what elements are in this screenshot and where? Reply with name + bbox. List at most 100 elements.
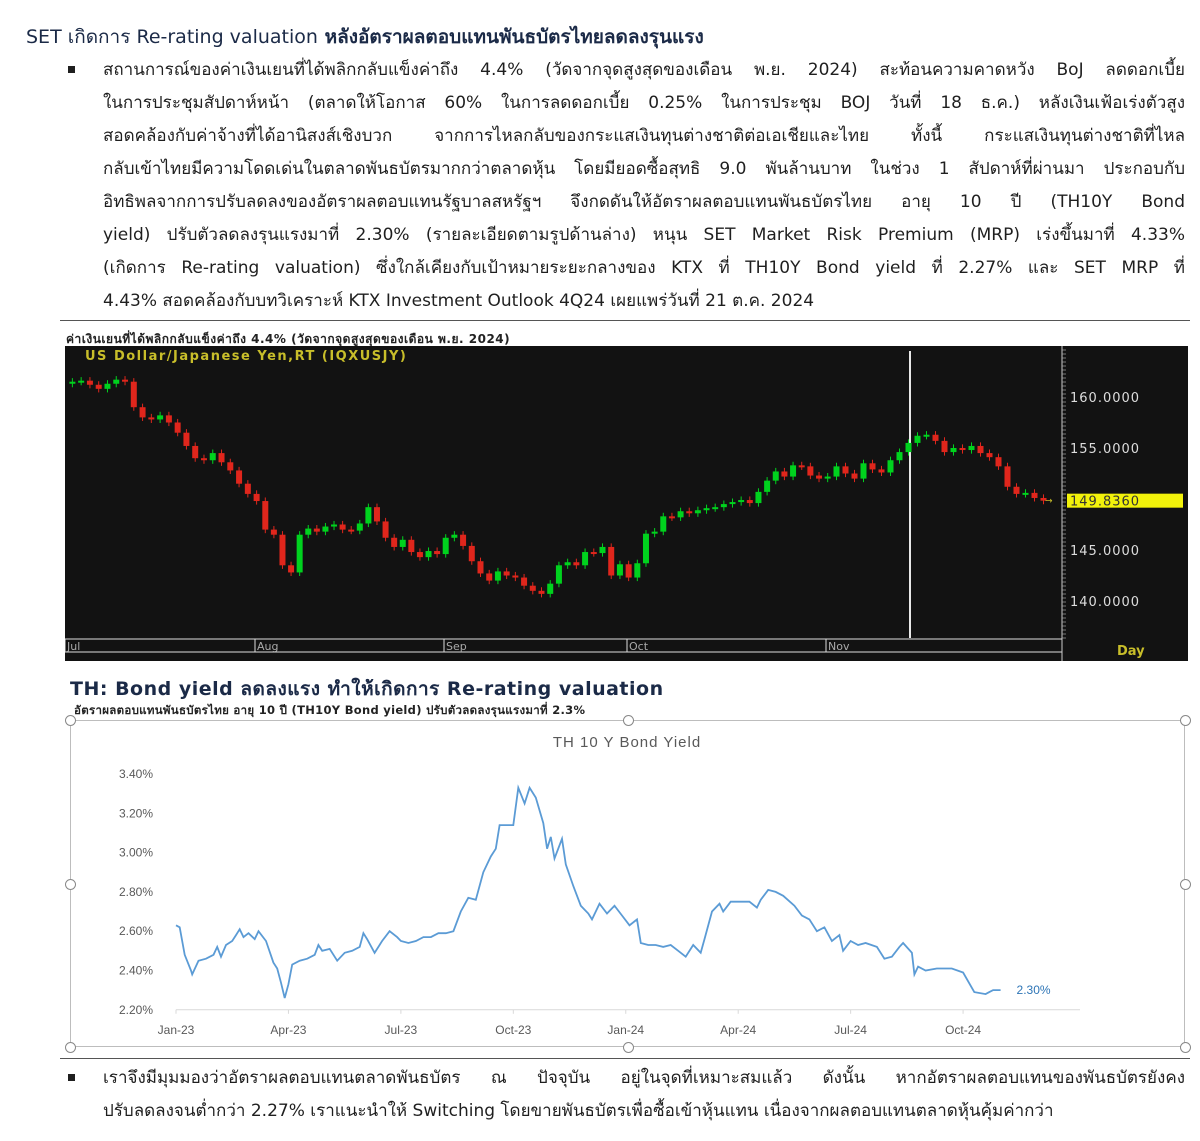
paragraph-line: อิทธิพลจากการปรับลดลงของอัตราผลตอบแทนรัฐ… xyxy=(103,192,1185,212)
y-tick-label: 2.60% xyxy=(119,924,153,938)
y-tick-label: 145.0000 xyxy=(1070,544,1140,559)
candle-body xyxy=(798,465,805,468)
candle-body xyxy=(227,462,234,471)
candle-body xyxy=(183,432,190,446)
paragraph-line: 4.43% สอดคล้องกับบทวิเคราะห์ KTX Investm… xyxy=(103,291,815,311)
candle-body xyxy=(677,511,684,518)
candle-body xyxy=(296,534,303,573)
y-tick-label: 2.20% xyxy=(119,1003,153,1017)
y-tick-label: 155.0000 xyxy=(1070,442,1140,457)
candle-body xyxy=(564,562,571,566)
candle-body xyxy=(851,473,858,479)
candle-body xyxy=(408,539,415,553)
candle-body xyxy=(995,457,1002,467)
resize-handle[interactable] xyxy=(1180,1042,1191,1053)
candle-body xyxy=(416,552,423,558)
candle-body xyxy=(651,531,658,534)
x-tick-label: Jan-24 xyxy=(607,1023,644,1037)
candle-body xyxy=(322,526,329,532)
candle-body xyxy=(253,493,260,502)
candle-body xyxy=(1031,492,1038,498)
resize-handle[interactable] xyxy=(1180,879,1191,890)
candle-body xyxy=(339,524,346,530)
candle-body xyxy=(165,415,172,423)
candle-body xyxy=(608,546,615,576)
candle-body xyxy=(977,445,984,454)
resize-handle[interactable] xyxy=(623,715,634,726)
candle-body xyxy=(573,562,580,566)
candle-body xyxy=(78,380,85,383)
divider xyxy=(60,1058,1190,1059)
x-tick-label: Aug xyxy=(257,640,278,653)
resize-handle[interactable] xyxy=(1180,715,1191,726)
candle-body xyxy=(313,528,320,532)
resize-handle[interactable] xyxy=(623,1042,634,1053)
candle-body xyxy=(139,407,146,418)
y-tick-label: 2.40% xyxy=(119,964,153,978)
candle-body xyxy=(200,458,207,461)
candle-body xyxy=(842,466,849,474)
candle-body xyxy=(122,379,129,382)
candle-body xyxy=(642,533,649,564)
yield-series-line xyxy=(175,784,1001,999)
candle-body xyxy=(790,465,797,477)
candle-body xyxy=(625,564,632,578)
bullet-icon xyxy=(68,1074,75,1081)
heading-prefix: SET เกิดการ Re-rating valuation xyxy=(26,26,318,48)
candle-body xyxy=(914,435,921,443)
paragraph-line: yield) ปรับตัวลดลงรุนแรงมาที่ 2.30% (ราย… xyxy=(103,225,1185,245)
candle-body xyxy=(968,445,975,451)
candle-body xyxy=(634,563,641,578)
last-price-arrow: → xyxy=(1045,497,1053,507)
candle-body xyxy=(896,452,903,461)
candle-body xyxy=(547,583,554,594)
period-label: Day xyxy=(1117,644,1145,659)
candle-body xyxy=(833,466,840,477)
candle-body xyxy=(941,440,948,453)
candle-body xyxy=(86,380,93,385)
x-tick-label: Apr-23 xyxy=(270,1023,306,1037)
y-tick-label: 3.20% xyxy=(119,806,153,820)
paragraph-line: (เกิดการ Re-rating valuation) ซึ่งใกล้เค… xyxy=(103,258,1185,278)
y-tick-label: 3.40% xyxy=(119,767,153,781)
candle-body xyxy=(1013,486,1020,494)
candle-body xyxy=(590,552,597,555)
candle-body xyxy=(986,453,993,458)
candle-body xyxy=(755,491,762,504)
candle-body xyxy=(746,500,753,504)
resize-handle[interactable] xyxy=(65,1042,76,1053)
y-tick-label: 160.0000 xyxy=(1070,391,1140,406)
resize-handle[interactable] xyxy=(65,715,76,726)
candle-body xyxy=(425,551,432,558)
candle-body xyxy=(365,507,372,524)
candle-body xyxy=(270,529,277,535)
candle-body xyxy=(468,545,475,562)
candle-body xyxy=(460,534,467,546)
candle-body xyxy=(104,383,111,389)
candle-body xyxy=(399,539,406,547)
candle-body xyxy=(157,415,164,420)
candle-body xyxy=(616,564,623,576)
candle-body xyxy=(521,577,528,586)
candle-body xyxy=(209,453,216,461)
divider xyxy=(60,320,1190,321)
candle-body xyxy=(764,480,771,492)
resize-handle[interactable] xyxy=(65,879,76,890)
candle-body xyxy=(712,507,719,510)
candle-body xyxy=(807,466,814,476)
candle-body xyxy=(950,448,957,453)
y-tick-label: 2.80% xyxy=(119,885,153,899)
candle-body xyxy=(599,546,606,554)
candle-body xyxy=(148,417,155,420)
chart-title: TH 10 Y Bond Yield xyxy=(553,734,701,751)
candle-body xyxy=(503,571,510,576)
candle-body xyxy=(529,585,536,591)
candle-body xyxy=(668,516,675,519)
candle-body xyxy=(824,476,831,479)
candle-body xyxy=(113,379,120,384)
candle-body xyxy=(451,534,458,538)
candle-body xyxy=(932,434,939,441)
candle-body xyxy=(192,445,199,459)
candle-body xyxy=(1022,492,1029,495)
paragraph-line: สอดคล้องกับค่าจ้างที่ได้อานิสงส์เชิงบวก … xyxy=(103,126,1185,146)
